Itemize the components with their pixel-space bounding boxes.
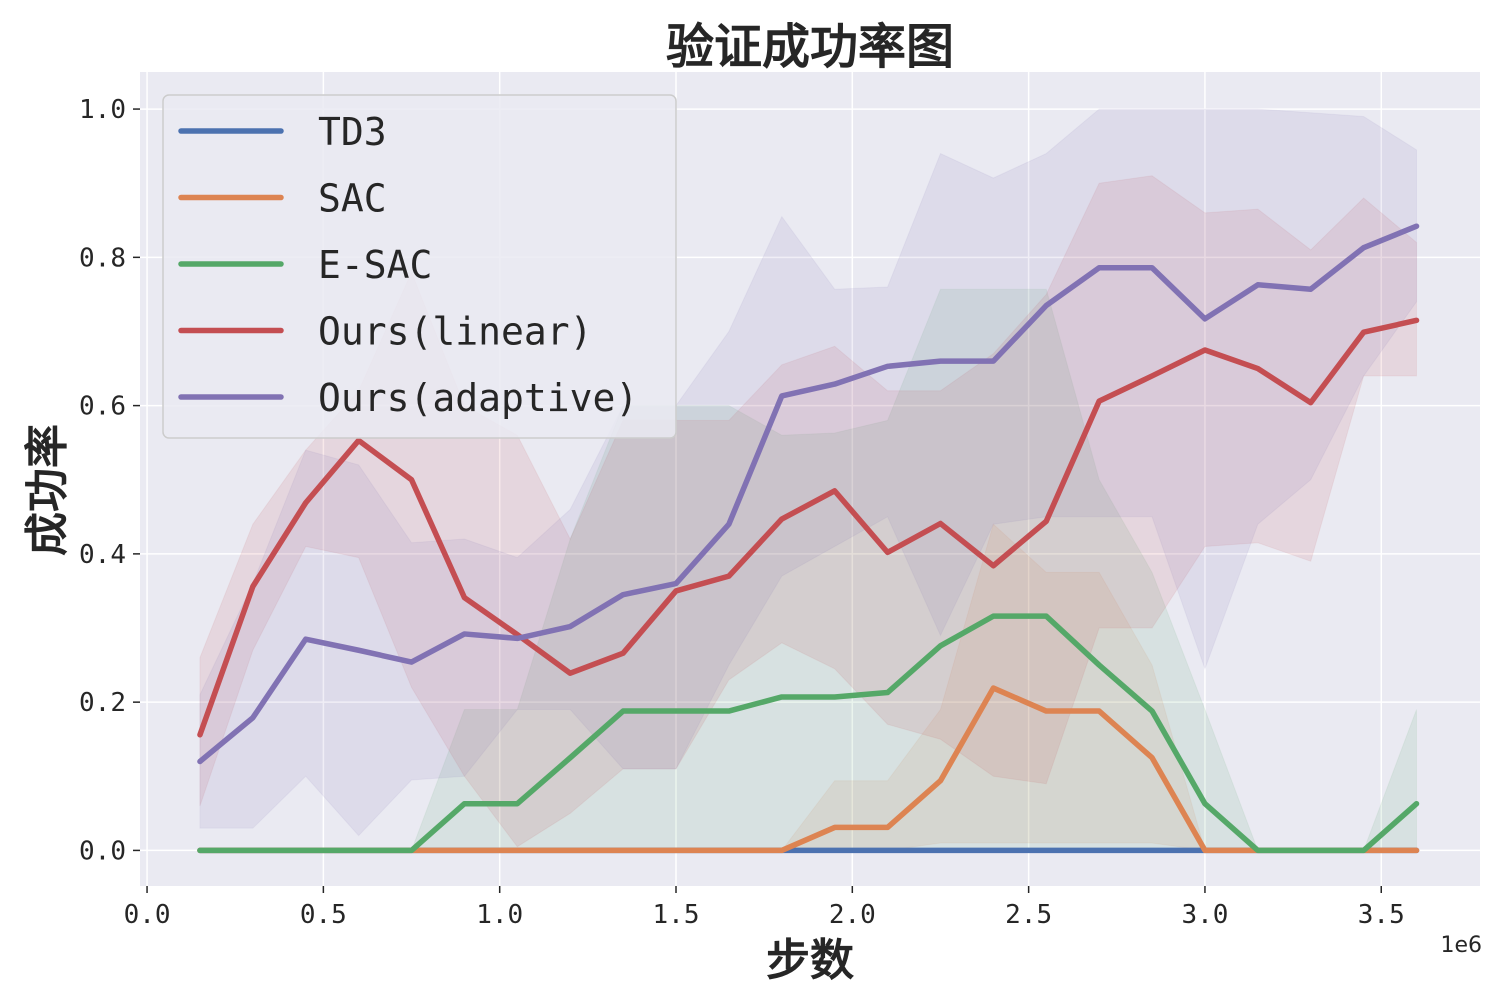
y-axis-label: 成功率 bbox=[22, 424, 73, 556]
legend-label-td3: TD3 bbox=[318, 110, 387, 154]
series-line-ours-adaptive bbox=[197, 223, 1420, 765]
x-tick-label: 1.5 bbox=[653, 900, 700, 930]
x-tick-label: 2.0 bbox=[829, 900, 876, 930]
legend-label-e-sac: E-SAC bbox=[318, 243, 432, 287]
legend-label-sac: SAC bbox=[318, 177, 387, 221]
x-tick-label: 3.0 bbox=[1181, 900, 1228, 930]
x-tick-label: 0.5 bbox=[300, 900, 347, 930]
y-tick-label: 0.0 bbox=[79, 836, 126, 866]
x-tick-label: 2.5 bbox=[1005, 900, 1052, 930]
legend: TD3 SAC E-SAC Ours(linear) Ours(adaptive) bbox=[162, 94, 677, 439]
series-line-ours-linear bbox=[197, 317, 1420, 738]
y-tick-label: 0.2 bbox=[79, 688, 126, 718]
y-tick-label: 0.8 bbox=[79, 243, 126, 273]
x-offset-label: 1e6 bbox=[1440, 933, 1482, 958]
legend-label-ours-linear: Ours(linear) bbox=[318, 310, 593, 354]
x-tick-labels: 0.0 0.5 1.0 1.5 2.0 2.5 3.0 3.5 bbox=[124, 886, 1405, 930]
series-line-e-sac bbox=[197, 613, 1420, 854]
legend-box bbox=[162, 94, 677, 439]
x-tick-label: 1.0 bbox=[476, 900, 523, 930]
x-tick-label: 0.0 bbox=[124, 900, 171, 930]
x-tick-label: 3.5 bbox=[1358, 900, 1405, 930]
series-lines bbox=[197, 223, 1420, 854]
x-axis-label: 步数 bbox=[766, 935, 854, 986]
y-tick-labels: 0.0 0.2 0.4 0.6 0.8 1.0 bbox=[79, 95, 140, 866]
legend-label-ours-adaptive: Ours(adaptive) bbox=[318, 376, 638, 420]
y-tick-label: 0.4 bbox=[79, 540, 126, 570]
confidence-bands bbox=[199, 108, 1418, 851]
y-tick-label: 0.6 bbox=[79, 392, 126, 422]
y-tick-label: 1.0 bbox=[79, 95, 126, 125]
chart-title: 验证成功率图 bbox=[666, 19, 954, 75]
